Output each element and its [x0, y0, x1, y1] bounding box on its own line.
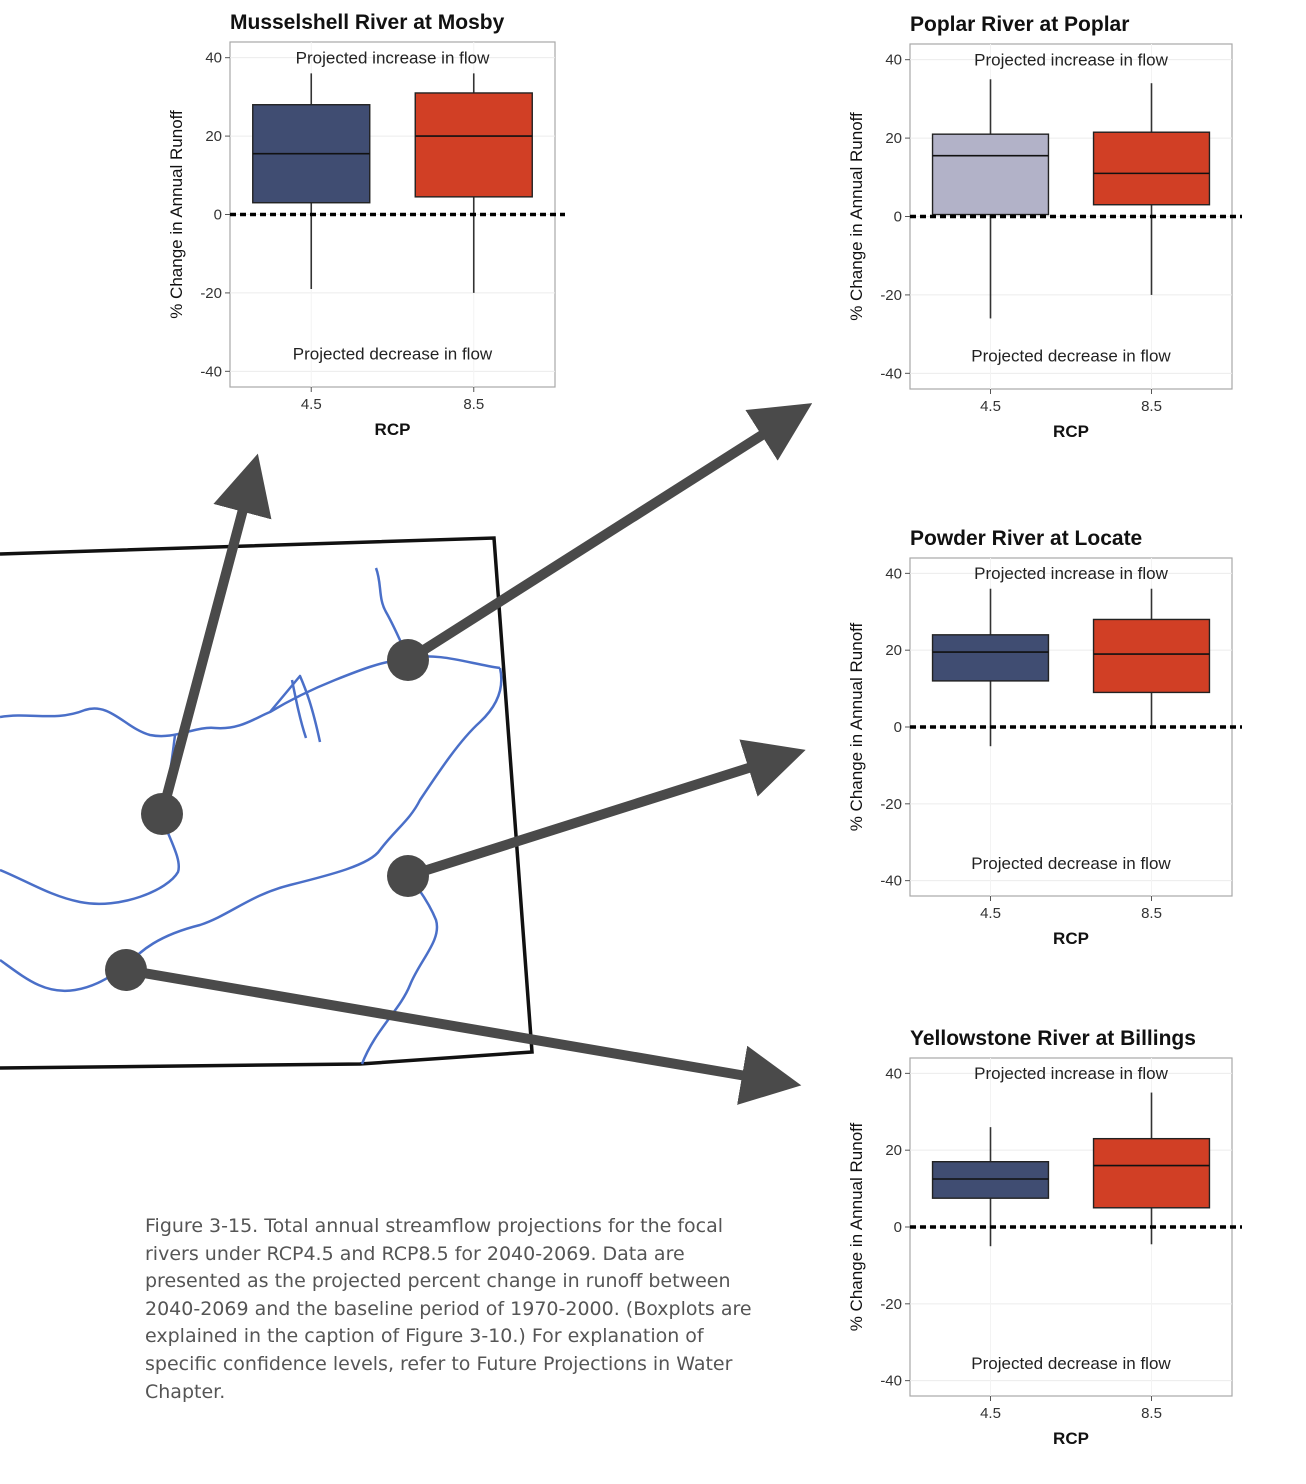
gauge-marker-poplar — [387, 639, 429, 681]
x-axis-title: RCP — [1053, 422, 1089, 441]
chart-title: Yellowstone River at Billings — [910, 1027, 1196, 1050]
y-tick-label: -40 — [880, 365, 902, 382]
y-axis-title: % Change in Annual Runoff — [847, 1122, 866, 1331]
figure-caption: Figure 3-15. Total annual streamflow pro… — [145, 1215, 752, 1403]
y-tick-label: -20 — [200, 285, 222, 302]
gauge-marker-musselshell — [141, 793, 183, 835]
y-axis-title: % Change in Annual Runoff — [847, 112, 866, 321]
river-musselshell — [0, 817, 181, 906]
chart-yellowstone: Yellowstone River at Billings 40 20 0 -20 -40… — [847, 1027, 1242, 1448]
y-tick-label: -40 — [200, 363, 222, 380]
y-tick-label: 40 — [205, 50, 222, 67]
x-axis-title: RCP — [1053, 929, 1089, 948]
y-tick-label: 0 — [214, 207, 222, 224]
y-tick-label: 20 — [885, 642, 902, 659]
y-tick-label: 0 — [894, 1219, 902, 1236]
annotation-decrease: Projected decrease in flow — [293, 345, 493, 364]
y-tick-label: -20 — [880, 287, 902, 304]
box — [931, 133, 1050, 216]
river-powder — [360, 874, 439, 1065]
chart-title: Poplar River at Poplar — [910, 13, 1129, 36]
arrow-powder — [406, 739, 806, 881]
gauge-markers — [105, 639, 429, 991]
y-axis-title: % Change in Annual Runoff — [847, 622, 866, 831]
river-yellowstone — [0, 667, 503, 993]
annotation-decrease: Projected decrease in flow — [971, 347, 1171, 366]
y-axis-title: % Change in Annual Runoff — [167, 110, 186, 319]
y-tick-label: 0 — [894, 719, 902, 736]
arrow-poplar — [405, 403, 813, 665]
y-tick-label: 40 — [885, 565, 902, 582]
box — [1092, 1137, 1211, 1209]
x-tick-label: 8.5 — [1141, 398, 1162, 415]
y-tick-label: -20 — [880, 796, 902, 813]
box — [1092, 131, 1211, 206]
annotation-increase: Projected increase in flow — [974, 51, 1168, 70]
x-tick-label: 4.5 — [301, 396, 322, 413]
box — [931, 634, 1050, 682]
x-axis-title: RCP — [375, 420, 411, 439]
chart-poplar: Poplar River at Poplar 40 20 0 -20 -40 4.5 8.5 P… — [847, 13, 1242, 441]
y-tick-label: 20 — [885, 130, 902, 147]
box — [414, 92, 533, 198]
x-tick-label: 8.5 — [463, 396, 484, 413]
x-tick-label: 8.5 — [1141, 905, 1162, 922]
y-tick-label: 20 — [885, 1142, 902, 1159]
gauge-marker-powder — [387, 855, 429, 897]
chart-title: Musselshell River at Mosby — [230, 11, 505, 34]
x-tick-label: 4.5 — [980, 398, 1001, 415]
chart-powder: Powder River at Locate 40 20 0 -20 -40 4.5 8.5 P… — [847, 527, 1242, 948]
reservoir-arm — [269, 674, 322, 743]
y-tick-label: 40 — [885, 52, 902, 69]
annotation-decrease: Projected decrease in flow — [971, 854, 1171, 873]
chart-title: Powder River at Locate — [910, 527, 1142, 550]
x-axis-title: RCP — [1053, 1429, 1089, 1448]
reservoir-arm-2 — [290, 679, 308, 739]
gauge-marker-yellowstone — [105, 949, 147, 991]
y-tick-label: 20 — [205, 128, 222, 145]
x-tick-label: 8.5 — [1141, 1405, 1162, 1422]
annotation-increase: Projected increase in flow — [296, 49, 490, 68]
chart-musselshell: Musselshell River at Mosby 40 20 0 -20 -40 4.5… — [167, 11, 565, 439]
arrows — [125, 403, 813, 1105]
arrow-musselshell — [157, 453, 272, 816]
y-tick-label: 0 — [894, 209, 902, 226]
x-tick-label: 4.5 — [980, 1405, 1001, 1422]
y-tick-label: -20 — [880, 1296, 902, 1313]
annotation-decrease: Projected decrease in flow — [971, 1354, 1171, 1373]
annotation-increase: Projected increase in flow — [974, 1064, 1168, 1083]
y-tick-label: -40 — [880, 873, 902, 890]
y-tick-label: -40 — [880, 1373, 902, 1390]
y-tick-label: 40 — [885, 1065, 902, 1082]
annotation-increase: Projected increase in flow — [974, 564, 1168, 583]
x-tick-label: 4.5 — [980, 905, 1001, 922]
arrow-yellowstone — [125, 965, 802, 1105]
state-boundary — [0, 536, 534, 1070]
box — [1092, 618, 1211, 694]
box — [931, 1161, 1050, 1199]
